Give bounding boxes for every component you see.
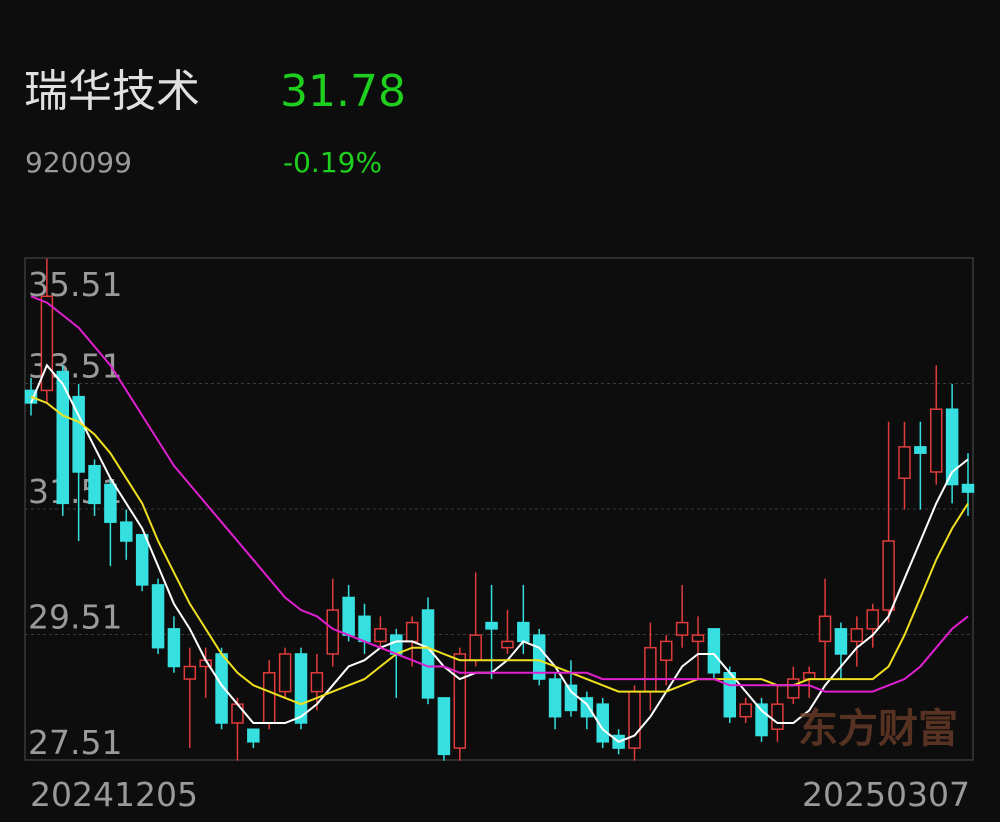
- ma-line: [30, 363, 969, 743]
- candle-body: [56, 370, 70, 505]
- candle-body: [945, 408, 959, 486]
- candle-body: [374, 628, 387, 643]
- stock-change: -0.19%: [283, 146, 382, 179]
- candle-body: [564, 684, 578, 712]
- candle-body: [485, 621, 498, 630]
- ma-line: [30, 295, 969, 693]
- candle-body: [88, 464, 101, 505]
- candle-body: [755, 703, 768, 737]
- candle-body: [596, 703, 609, 743]
- x-tick-label: 20250307: [802, 775, 970, 814]
- stock-code: 920099: [25, 146, 132, 179]
- candle-body: [421, 609, 435, 699]
- candle-body: [247, 728, 260, 743]
- candle-body: [437, 697, 451, 756]
- candle-body: [453, 653, 467, 749]
- stock-price: 31.78: [280, 66, 406, 117]
- candle-body: [961, 483, 975, 493]
- candle-body: [469, 634, 482, 661]
- candle-body: [644, 646, 657, 693]
- candle-body: [262, 672, 276, 724]
- candle-body: [850, 628, 864, 643]
- candle-body: [183, 665, 197, 680]
- candle-body: [882, 540, 895, 611]
- candle-body: [231, 703, 244, 724]
- candle-body: [580, 697, 594, 718]
- watermark: 东方财富: [798, 706, 958, 752]
- candle-body: [787, 678, 800, 699]
- candle-body: [72, 395, 85, 473]
- candle-body: [326, 609, 339, 655]
- candle-body: [342, 596, 355, 636]
- candle-body: [278, 653, 292, 693]
- candle-body: [135, 533, 149, 586]
- candle-body: [104, 483, 117, 523]
- candle-body: [707, 628, 721, 674]
- candle-body: [691, 634, 705, 643]
- candle-body: [818, 615, 832, 643]
- candle-body: [739, 703, 752, 718]
- candle-body: [390, 634, 403, 655]
- candle-body: [929, 408, 943, 473]
- candle-body: [914, 446, 927, 454]
- candle-body: [358, 615, 371, 643]
- candle-body: [40, 295, 54, 392]
- x-tick-label: 20241205: [30, 775, 198, 814]
- y-tick-label: 29.51: [28, 598, 122, 637]
- candle-body: [120, 521, 133, 542]
- candle-body: [532, 634, 546, 680]
- stock-name: 瑞华技术: [24, 66, 200, 117]
- candle-body: [501, 640, 514, 649]
- candle-body: [167, 628, 181, 668]
- candle-body: [866, 609, 879, 630]
- candle-body: [405, 621, 419, 643]
- candle-body: [310, 672, 324, 693]
- candle-body: [771, 703, 784, 731]
- candle-body: [517, 621, 530, 643]
- candle-body: [675, 621, 689, 636]
- candle-body: [834, 628, 848, 655]
- candle-body: [628, 690, 641, 749]
- candle-body: [151, 584, 165, 649]
- candle-body: [294, 653, 308, 724]
- ma-line: [30, 395, 969, 706]
- candle-body: [548, 678, 562, 718]
- candle-body: [660, 640, 673, 661]
- candle-body: [898, 446, 911, 480]
- y-tick-label: 27.51: [28, 723, 122, 762]
